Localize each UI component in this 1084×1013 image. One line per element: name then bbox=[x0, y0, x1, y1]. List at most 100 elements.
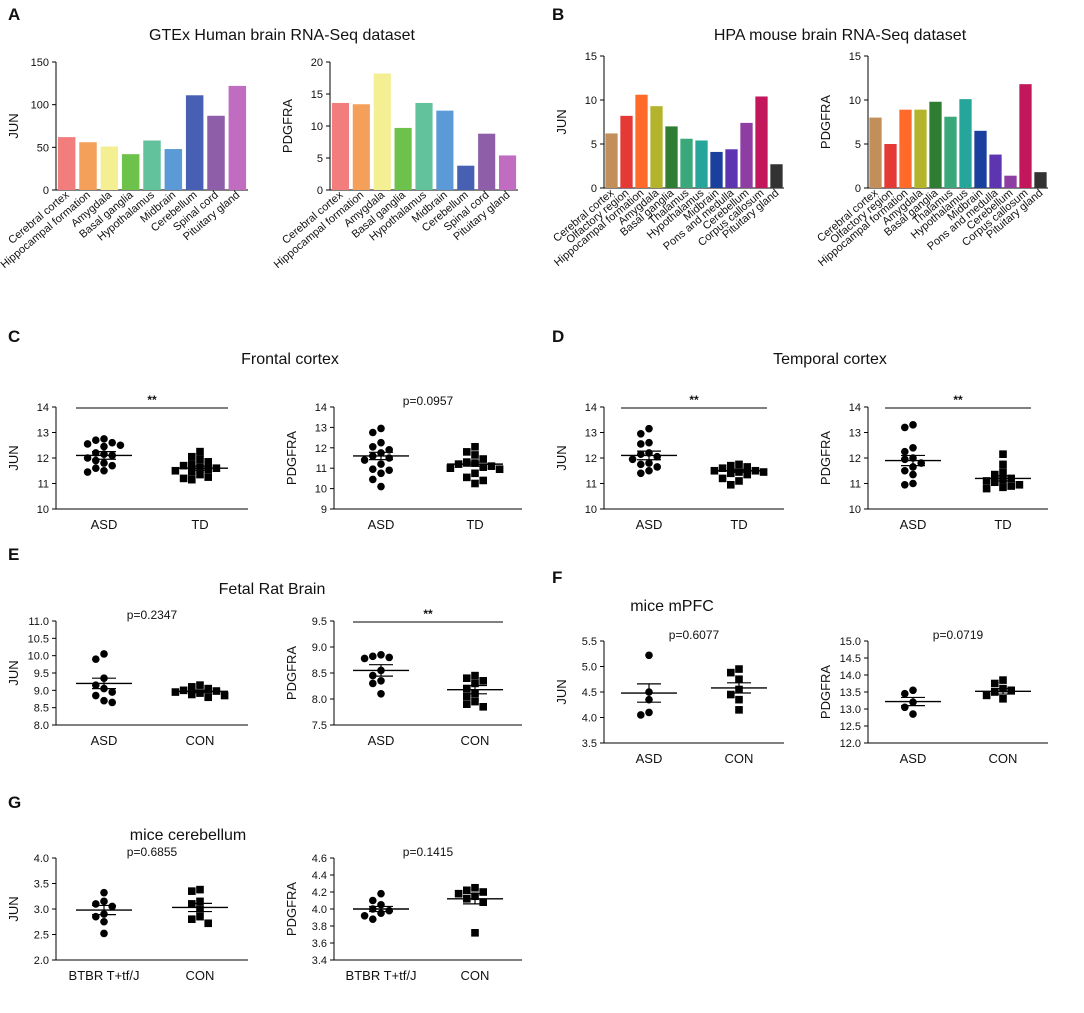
data-point-td bbox=[999, 483, 1007, 492]
panel-label-a: A bbox=[8, 5, 20, 24]
y-tick-label: 12 bbox=[315, 443, 327, 455]
data-point-con bbox=[196, 912, 204, 921]
y-tick-label: 13 bbox=[37, 428, 49, 440]
data-point-con bbox=[454, 889, 463, 898]
data-point-td bbox=[735, 460, 743, 469]
data-point-asd bbox=[377, 677, 385, 685]
data-point-asd bbox=[116, 441, 125, 450]
y-tick-label: 8.0 bbox=[34, 720, 49, 732]
bar-cerebral-cortex bbox=[869, 117, 882, 188]
y-axis-title: JUN bbox=[554, 109, 569, 134]
bar-cerebral-cortex bbox=[605, 133, 618, 188]
y-tick-label: 9.0 bbox=[34, 685, 49, 697]
y-tick-label: 4.0 bbox=[312, 904, 327, 916]
y-tick-label: 5 bbox=[591, 139, 597, 151]
data-point-asd bbox=[83, 440, 92, 448]
data-point-con bbox=[471, 697, 479, 706]
data-point-td bbox=[982, 484, 991, 493]
x-category-label: TD bbox=[191, 517, 208, 532]
data-point-asd bbox=[100, 650, 108, 658]
chart-d1: 10 11 12 13 14 JUN ASD TD ** bbox=[554, 393, 784, 532]
bar-amygdala bbox=[914, 109, 927, 188]
y-tick-label: 0 bbox=[855, 183, 861, 195]
data-point-td bbox=[204, 473, 212, 481]
data-point-con bbox=[735, 706, 743, 714]
bar-olfactory-region bbox=[884, 144, 897, 188]
data-point-td bbox=[991, 478, 999, 487]
y-axis-title: JUN bbox=[6, 113, 21, 138]
bar-pituitary-gland bbox=[770, 164, 783, 188]
data-point-con bbox=[204, 919, 212, 928]
bar-corpus-callosum bbox=[755, 96, 768, 188]
bar-midbrain bbox=[164, 149, 183, 190]
data-point-td bbox=[743, 463, 751, 471]
y-axis-title: JUN bbox=[554, 445, 569, 470]
x-category-label: ASD bbox=[91, 517, 118, 532]
data-point-con bbox=[196, 681, 204, 689]
data-point-asd bbox=[901, 466, 909, 475]
chart-c2: 9 10 11 12 13 14 PDGFRA ASD TD p=0.0957 bbox=[284, 394, 522, 532]
y-tick-label: 11.0 bbox=[28, 616, 49, 628]
data-point-btbr-t-tf-j bbox=[92, 912, 100, 921]
data-point-td bbox=[196, 447, 204, 456]
chart-d2: 10 11 12 13 14 PDGFRA ASD TD ** bbox=[818, 393, 1048, 532]
y-tick-label: 10 bbox=[311, 121, 323, 133]
data-point-btbr-t-tf-j bbox=[100, 897, 108, 906]
y-tick-label: 14 bbox=[37, 402, 49, 414]
y-axis-title: JUN bbox=[6, 896, 21, 921]
data-point-asd bbox=[909, 463, 917, 471]
bar-midbrain bbox=[974, 130, 987, 188]
data-point-asd bbox=[369, 652, 377, 661]
data-point-td bbox=[188, 475, 196, 484]
y-tick-label: 12 bbox=[585, 453, 597, 465]
y-tick-label: 3.5 bbox=[34, 879, 49, 891]
data-point-con bbox=[999, 676, 1007, 684]
p-value-label: p=0.0719 bbox=[933, 628, 984, 642]
y-tick-label: 4.0 bbox=[582, 713, 597, 725]
data-point-asd bbox=[100, 435, 108, 443]
significance-label: ** bbox=[953, 393, 963, 407]
y-tick-label: 13 bbox=[585, 428, 597, 440]
data-point-asd bbox=[653, 463, 661, 471]
data-point-con bbox=[188, 683, 196, 691]
x-category-label: TD bbox=[466, 517, 483, 532]
data-point-asd bbox=[385, 466, 394, 475]
y-tick-label: 8.5 bbox=[34, 703, 49, 715]
y-axis-title: PDGFRA bbox=[818, 431, 833, 486]
data-point-td bbox=[743, 470, 751, 479]
data-point-con bbox=[471, 929, 479, 937]
data-point-asd bbox=[637, 460, 645, 469]
panel-label-f: F bbox=[552, 568, 562, 587]
bar-spinal-cord bbox=[207, 115, 225, 190]
y-tick-label: 13 bbox=[315, 422, 327, 434]
y-tick-label: 15.0 bbox=[840, 636, 861, 648]
y-tick-label: 4.0 bbox=[34, 853, 49, 865]
data-point-td bbox=[718, 464, 727, 472]
y-tick-label: 10 bbox=[315, 484, 327, 496]
y-axis-title: JUN bbox=[6, 660, 21, 685]
x-category-label: ASD bbox=[900, 751, 927, 766]
data-point-asd bbox=[377, 438, 385, 447]
data-point-asd bbox=[901, 703, 909, 712]
bar-cerebellum bbox=[185, 95, 204, 190]
x-category-label: TD bbox=[994, 517, 1011, 532]
data-point-btbr-t-tf-j bbox=[108, 902, 116, 911]
section-title-d: Temporal cortex bbox=[773, 351, 887, 368]
y-tick-label: 8.0 bbox=[312, 694, 327, 706]
data-point-asd bbox=[901, 480, 909, 489]
data-point-asd bbox=[100, 442, 108, 451]
x-category-label: ASD bbox=[368, 733, 395, 748]
y-tick-label: 0 bbox=[43, 185, 49, 197]
data-point-asd bbox=[360, 456, 369, 464]
data-point-asd bbox=[645, 438, 653, 447]
y-tick-label: 12.5 bbox=[840, 721, 861, 733]
x-category-label: CON bbox=[989, 751, 1018, 766]
data-point-td bbox=[463, 448, 471, 456]
data-point-asd bbox=[385, 653, 394, 662]
data-point-con bbox=[479, 703, 487, 711]
bar-thalamus bbox=[944, 116, 957, 188]
data-point-btbr-t-tf-j bbox=[377, 889, 385, 898]
data-point-con bbox=[479, 898, 487, 906]
bar-pituitary-gland bbox=[498, 155, 517, 190]
